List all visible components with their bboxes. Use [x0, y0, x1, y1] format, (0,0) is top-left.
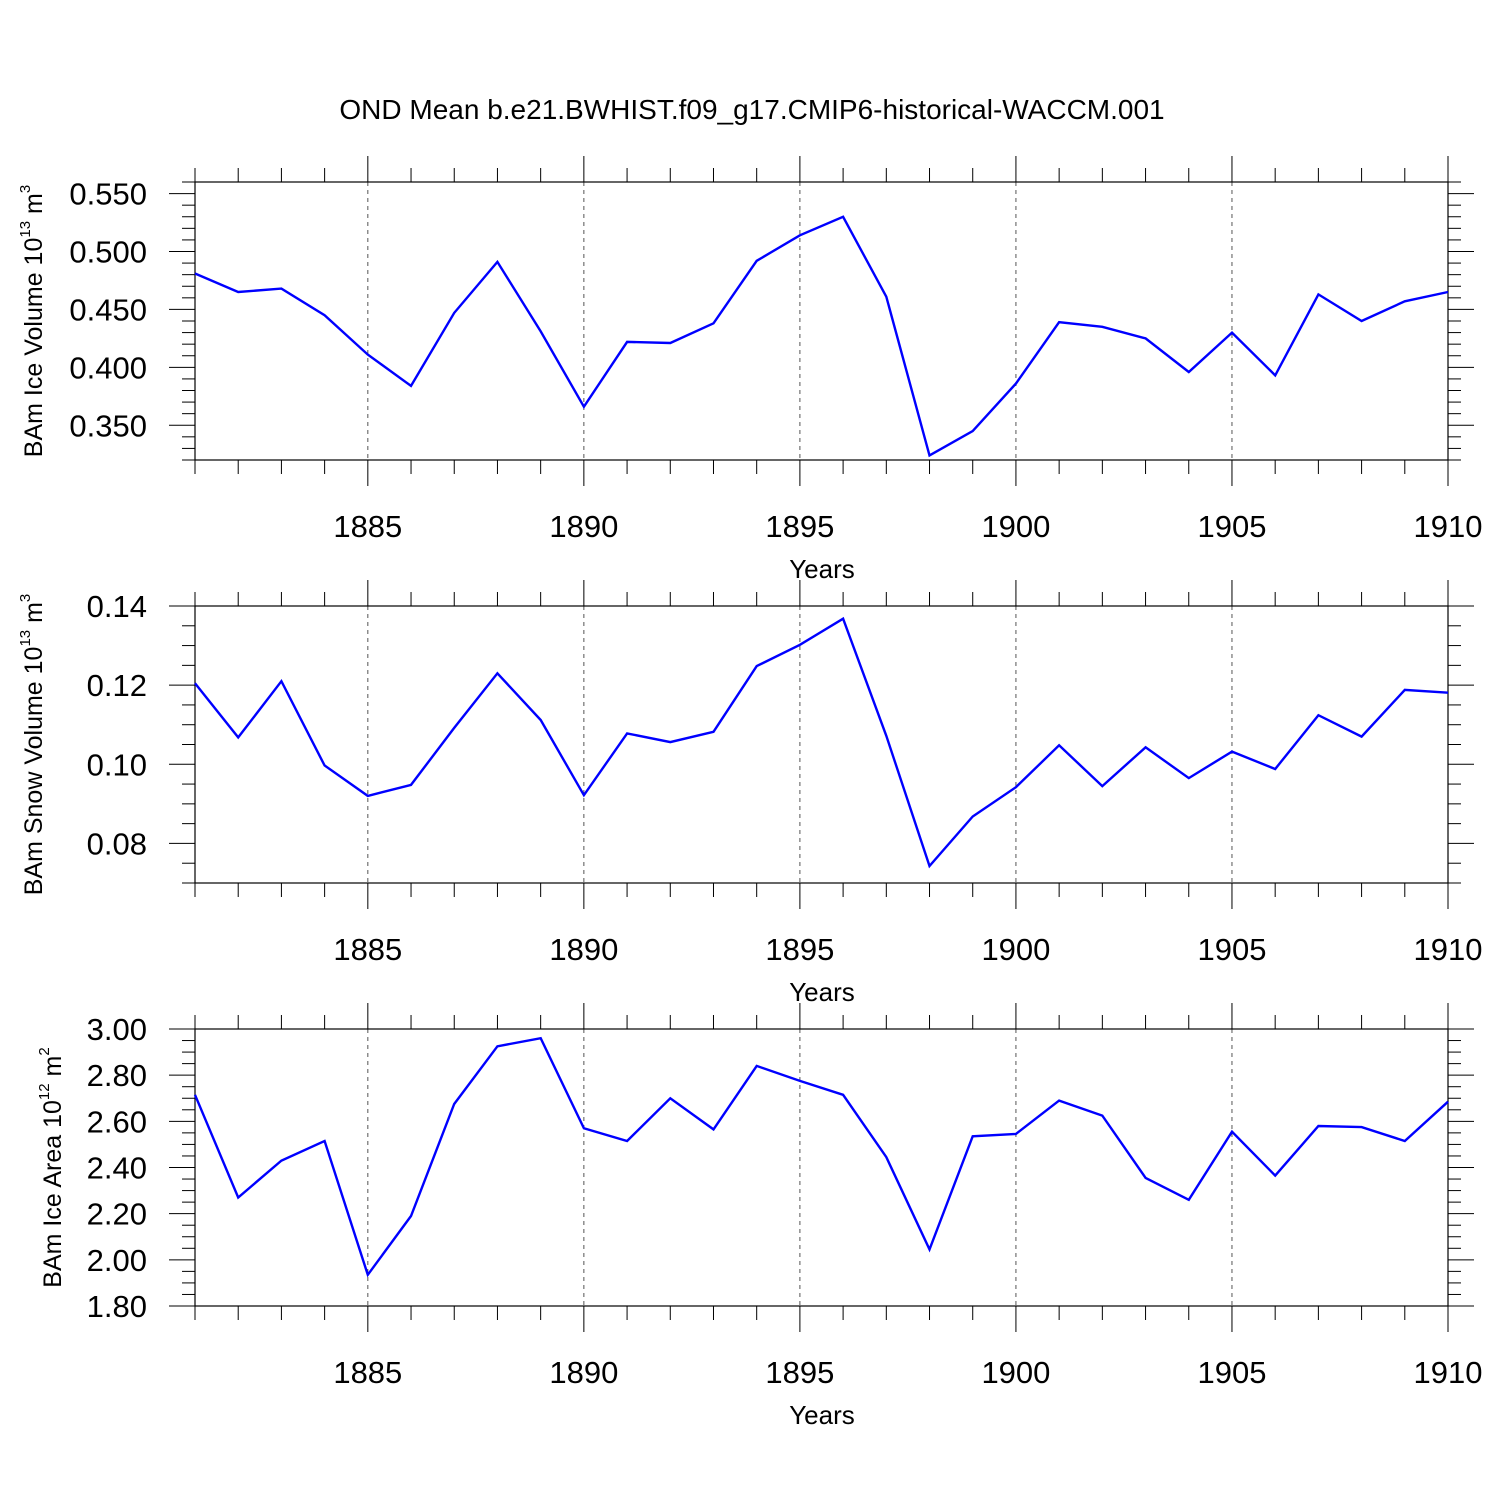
x-tick-label: 1900: [981, 932, 1050, 967]
y-tick-label: 2.80: [87, 1058, 147, 1093]
series-line: [193, 1036, 1449, 1278]
y-tick-label: 2.00: [87, 1243, 147, 1278]
y-tick-label: 0.450: [69, 292, 147, 327]
y-tick-label: 2.40: [87, 1151, 147, 1186]
y-axis-label: BAm Ice Area 1012 m2: [36, 1047, 67, 1287]
y-tick-label: 0.14: [87, 589, 147, 624]
x-tick-label: 1885: [333, 1355, 402, 1390]
chart-panel-1: 0.350 0.400 0.450 0.500 0.550 1885 1890 1895 190…: [17, 156, 1482, 584]
x-tick-label: 1885: [333, 932, 402, 967]
y-tick-label: 0.400: [69, 350, 147, 385]
x-tick-label: 1910: [1414, 509, 1483, 544]
series-line: [194, 215, 1449, 458]
series-line: [194, 616, 1449, 869]
chart-panel-3: 1.80 2.00 2.20 2.40 2.60 2.80 3.00 1885 1890 1895…: [36, 1003, 1482, 1430]
x-tick-label: 1905: [1197, 1355, 1266, 1390]
y-axis-label: BAm Ice Volume 1013 m3: [17, 185, 48, 457]
x-tick-label: 1895: [765, 1355, 834, 1390]
y-tick-label: 0.550: [69, 177, 147, 212]
x-tick-label: 1905: [1197, 509, 1266, 544]
x-tick-label: 1890: [549, 932, 618, 967]
figure-title: OND Mean b.e21.BWHIST.f09_g17.CMIP6-hist…: [339, 94, 1164, 125]
x-tick-label: 1910: [1414, 1355, 1483, 1390]
y-tick-label: 0.350: [69, 408, 147, 443]
x-tick-label: 1905: [1197, 932, 1266, 967]
x-tick-label: 1910: [1414, 932, 1483, 967]
x-tick-label: 1895: [765, 509, 834, 544]
panels-container: 0.350 0.400 0.450 0.500 0.550 1885 1890 1895 190…: [17, 156, 1482, 1430]
y-axis-label: BAm Snow Volume 1013 m3: [17, 594, 48, 896]
x-tick-label: 1900: [981, 1355, 1050, 1390]
y-tick-label: 2.60: [87, 1104, 147, 1139]
y-tick-label: 0.10: [87, 747, 147, 782]
y-tick-label: 1.80: [87, 1289, 147, 1324]
x-tick-label: 1890: [549, 1355, 618, 1390]
x-tick-label: 1895: [765, 932, 834, 967]
x-axis-label: Years: [789, 1400, 855, 1430]
y-tick-label: 0.08: [87, 826, 147, 861]
y-tick-label: 0.500: [69, 235, 147, 270]
y-tick-label: 2.20: [87, 1197, 147, 1232]
x-tick-label: 1890: [549, 509, 618, 544]
x-axis-label: Years: [789, 977, 855, 1007]
chart-panel-2: 0.08 0.10 0.12 0.14 1885 1890 1895 1900 1905 1910…: [17, 580, 1482, 1007]
plot-frame: [194, 605, 1449, 884]
x-tick-label: 1885: [333, 509, 402, 544]
x-axis-label: Years: [789, 554, 855, 584]
plot-frame: [194, 181, 1449, 461]
plot-frame: [194, 1028, 1449, 1307]
x-tick-label: 1900: [981, 509, 1050, 544]
y-tick-label: 0.12: [87, 668, 147, 703]
y-tick-label: 3.00: [87, 1012, 147, 1047]
